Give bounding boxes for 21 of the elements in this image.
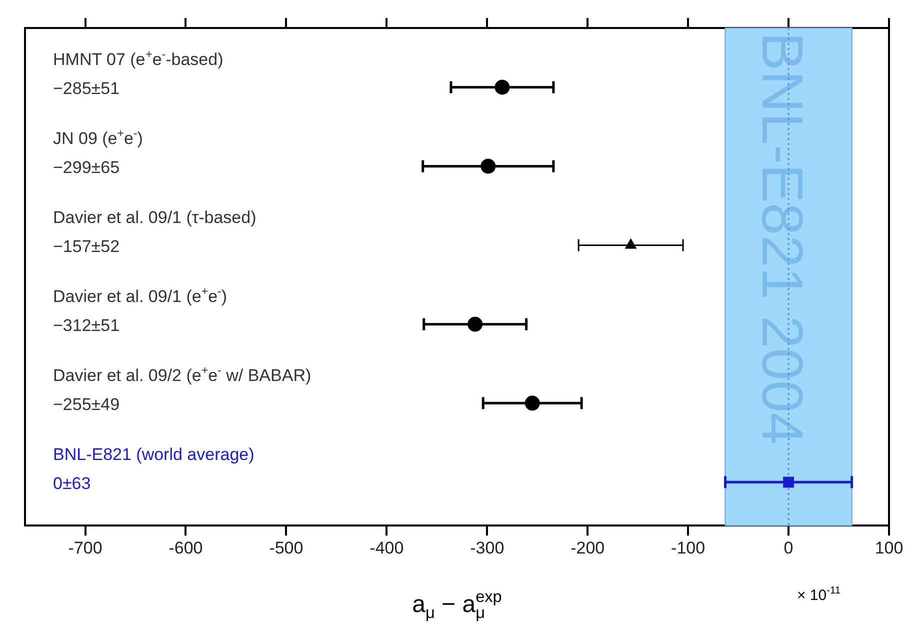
x-tick-label: -300: [470, 538, 504, 558]
x-tick-label: -600: [168, 538, 203, 558]
x-tick-label: -500: [269, 538, 304, 558]
y-tick-label: BNL-E821 (world average): [53, 445, 254, 464]
x-tick-label: -700: [68, 538, 102, 558]
x-tick-label: 0: [784, 538, 794, 558]
x-tick-label: 100: [874, 538, 904, 558]
text: −255±49: [53, 395, 120, 414]
x-tick-label: -200: [570, 538, 605, 558]
text: 0±63: [53, 474, 91, 494]
y-tick-label: Davier et al. 09/1 (τ-based): [53, 208, 256, 228]
y-tick-label: HMNT 07 (e+e--based): [53, 49, 224, 70]
x-tick-label: -100: [671, 538, 706, 558]
y-tick-label: Davier et al. 09/2 (e+e- w/ BABAR): [53, 365, 312, 386]
x-tick-label: -400: [370, 538, 404, 558]
y-tick-label: JN 09 (e+e-): [53, 128, 143, 148]
text: −312±51: [53, 316, 120, 336]
y-tick-label: Davier et al. 09/1 (e+e-): [53, 286, 228, 306]
text: −299±65: [53, 158, 120, 178]
text: −285±51: [53, 79, 120, 98]
text: −157±52: [53, 237, 120, 256]
